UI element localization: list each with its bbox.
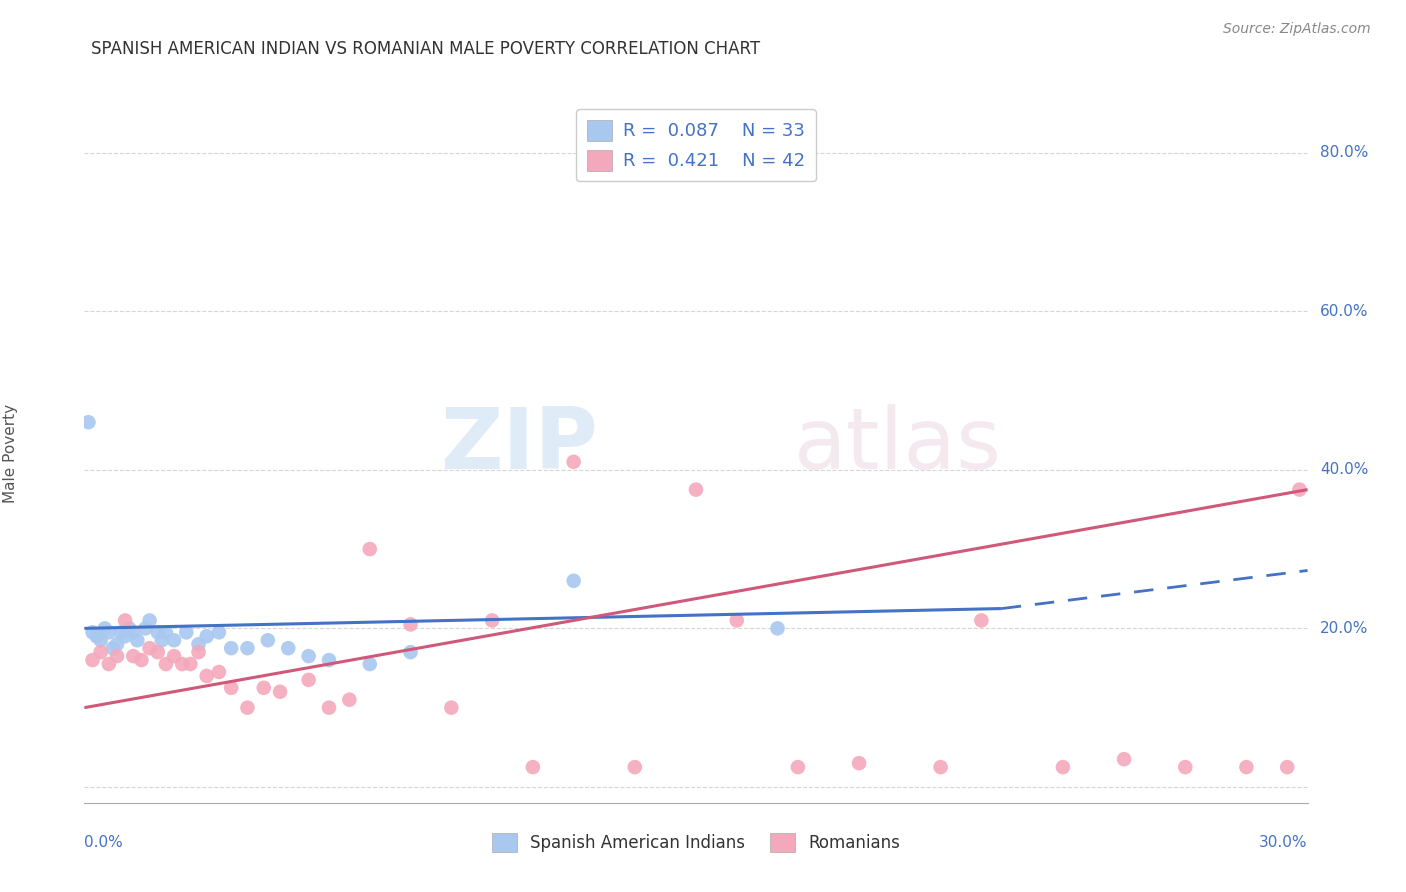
Point <box>848 756 870 771</box>
Point <box>522 760 544 774</box>
Point <box>77 415 100 429</box>
Point <box>219 681 242 695</box>
Text: Source: ZipAtlas.com: Source: ZipAtlas.com <box>1223 22 1371 37</box>
Point <box>624 760 647 774</box>
Point <box>187 645 209 659</box>
Point <box>298 673 321 687</box>
Point <box>440 700 463 714</box>
Point <box>114 614 136 628</box>
Point <box>195 669 218 683</box>
Point <box>150 633 173 648</box>
Point <box>339 692 361 706</box>
Point <box>236 700 259 714</box>
Point <box>93 621 115 635</box>
Point <box>318 700 340 714</box>
Text: 20.0%: 20.0% <box>1320 621 1368 636</box>
Point <box>685 483 707 497</box>
Text: 0.0%: 0.0% <box>84 835 124 849</box>
Point <box>208 665 231 679</box>
Point <box>1174 760 1197 774</box>
Point <box>929 760 952 774</box>
Point <box>359 657 381 671</box>
Text: Male Poverty: Male Poverty <box>3 404 18 503</box>
Point <box>90 633 112 648</box>
Point <box>90 645 112 659</box>
Text: 80.0%: 80.0% <box>1320 145 1368 161</box>
Point <box>105 637 128 651</box>
Point <box>131 653 153 667</box>
Text: 60.0%: 60.0% <box>1320 303 1368 318</box>
Point <box>101 641 124 656</box>
Point <box>562 574 585 588</box>
Point <box>219 641 242 656</box>
Point <box>163 633 186 648</box>
Point <box>114 629 136 643</box>
Point <box>138 641 160 656</box>
Point <box>122 625 145 640</box>
Text: SPANISH AMERICAN INDIAN VS ROMANIAN MALE POVERTY CORRELATION CHART: SPANISH AMERICAN INDIAN VS ROMANIAN MALE… <box>91 40 761 58</box>
Point <box>766 621 789 635</box>
Point <box>1277 760 1299 774</box>
Point <box>399 617 422 632</box>
Text: 30.0%: 30.0% <box>1260 835 1308 849</box>
Point <box>298 649 321 664</box>
Point <box>269 685 291 699</box>
Point <box>122 649 145 664</box>
Text: atlas: atlas <box>794 404 1002 488</box>
Point <box>86 629 108 643</box>
Point <box>110 625 132 640</box>
Point <box>195 629 218 643</box>
Point <box>135 621 157 635</box>
Point <box>787 760 810 774</box>
Point <box>174 625 197 640</box>
Point <box>318 653 340 667</box>
Point <box>257 633 280 648</box>
Point <box>118 621 141 635</box>
Point <box>146 645 169 659</box>
Point <box>1052 760 1074 774</box>
Point <box>163 649 186 664</box>
Point <box>725 614 748 628</box>
Point <box>970 614 993 628</box>
Point <box>562 455 585 469</box>
Point <box>1236 760 1258 774</box>
Point <box>359 542 381 557</box>
Legend: Spanish American Indians, Romanians: Spanish American Indians, Romanians <box>485 826 907 859</box>
Point <box>481 614 503 628</box>
Point <box>138 614 160 628</box>
Point <box>97 625 120 640</box>
Point <box>187 637 209 651</box>
Point <box>82 625 104 640</box>
Point <box>82 653 104 667</box>
Point <box>127 633 149 648</box>
Point <box>179 657 201 671</box>
Point <box>97 657 120 671</box>
Point <box>155 657 177 671</box>
Point <box>277 641 299 656</box>
Point <box>236 641 259 656</box>
Point <box>1114 752 1136 766</box>
Point <box>146 625 169 640</box>
Point <box>1288 483 1310 497</box>
Point <box>208 625 231 640</box>
Point <box>155 625 177 640</box>
Text: 40.0%: 40.0% <box>1320 462 1368 477</box>
Point <box>253 681 276 695</box>
Point <box>105 649 128 664</box>
Text: ZIP: ZIP <box>440 404 598 488</box>
Point <box>172 657 194 671</box>
Point <box>399 645 422 659</box>
